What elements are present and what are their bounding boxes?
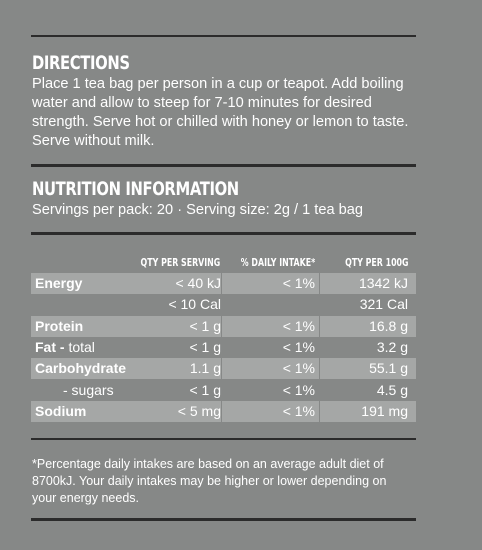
table-cell-bg bbox=[31, 316, 221, 337]
nutrient-name: Fat - bbox=[35, 339, 65, 355]
daily-intake-value: < 1% bbox=[282, 403, 315, 419]
nutrition-heading: NUTRITION INFORMATION bbox=[32, 178, 239, 200]
table-cell-bg bbox=[222, 401, 319, 422]
qty-per-serving-value: < 1 g bbox=[189, 339, 221, 355]
directions-heading: DIRECTIONS bbox=[32, 52, 130, 74]
table-cell-bg bbox=[222, 316, 319, 337]
table-row: Energy < 40 kJ < 1% 1342 kJ bbox=[31, 273, 416, 294]
directions-divider bbox=[31, 164, 416, 167]
table-row: Protein < 1 g < 1% 16.8 g bbox=[31, 316, 416, 337]
table-row: < 10 Cal 321 Cal bbox=[31, 294, 416, 315]
table-cell-bg bbox=[222, 294, 319, 315]
column-header-qty-per-100g: QTY PER 100g bbox=[344, 257, 408, 269]
serving-info: Servings per pack: 20 · Serving size: 2g… bbox=[32, 202, 363, 218]
nutrient-name: Sodium bbox=[35, 403, 87, 419]
nutrient-name: Protein bbox=[35, 318, 84, 334]
table-cell-bg bbox=[320, 273, 416, 294]
bottom-rule bbox=[31, 518, 416, 521]
top-rule bbox=[31, 35, 416, 37]
table-cell-bg bbox=[31, 273, 221, 294]
table-cell-bg bbox=[320, 401, 416, 422]
table-cell-bg bbox=[320, 316, 416, 337]
nutrient-name: - sugars bbox=[63, 382, 114, 398]
table-cell-bg bbox=[222, 358, 319, 379]
table-row: - sugars < 1 g < 1% 4.5 g bbox=[31, 380, 416, 401]
table-cell-bg bbox=[320, 358, 416, 379]
daily-intake-value: < 1% bbox=[282, 318, 315, 334]
column-header-daily-intake: % DAILY INTAKE* bbox=[240, 257, 315, 269]
qty-per-serving-value: < 10 Cal bbox=[168, 296, 221, 312]
daily-intake-value: < 1% bbox=[282, 360, 315, 376]
qty-per-serving-value: < 5 mg bbox=[177, 403, 221, 419]
qty-per-serving-value: < 1 g bbox=[189, 382, 221, 398]
qty-per-serving-value: < 1 g bbox=[189, 318, 221, 334]
table-cell-bg bbox=[31, 401, 221, 422]
nutrient-label: Energy bbox=[35, 273, 82, 294]
qty-per-100g-value: 1342 kJ bbox=[358, 275, 408, 291]
nutrient-label: Sodium bbox=[35, 401, 86, 422]
nutrient-label: Fat - total bbox=[35, 337, 95, 358]
table-row: Fat - total < 1 g < 1% 3.2 g bbox=[31, 337, 416, 358]
qty-per-100g-value: 321 Cal bbox=[359, 296, 408, 312]
column-header-qty-per-serving: QTY PER SERVING bbox=[140, 257, 220, 269]
table-bottom-rule bbox=[31, 438, 416, 440]
nutrient-name: Carbohydrate bbox=[35, 360, 127, 376]
table-row: Sodium < 5 mg < 1% 191 mg bbox=[31, 401, 416, 422]
table-row: Carbohydrate 1.1 g < 1% 55.1 g bbox=[31, 358, 416, 379]
qty-per-100g-value: 55.1 g bbox=[369, 360, 408, 376]
directions-text: Place 1 tea bag per person in a cup or t… bbox=[32, 76, 409, 149]
table-cell-bg bbox=[31, 358, 221, 379]
qty-per-100g-value: 16.8 g bbox=[369, 318, 408, 334]
qty-per-100g-value: 191 mg bbox=[361, 403, 408, 419]
daily-intake-value: < 1% bbox=[282, 382, 315, 398]
qty-per-serving-value: 1.1 g bbox=[189, 360, 221, 376]
nutrient-label: Protein bbox=[35, 316, 83, 337]
qty-per-serving-value: < 40 kJ bbox=[175, 275, 221, 291]
daily-intake-value: < 1% bbox=[282, 339, 315, 355]
qty-per-100g-value: 3.2 g bbox=[376, 339, 408, 355]
qty-per-100g-value: 4.5 g bbox=[376, 382, 408, 398]
nutrient-label: - sugars bbox=[63, 380, 114, 401]
daily-intake-value: < 1% bbox=[282, 275, 315, 291]
table-cell-bg bbox=[222, 273, 319, 294]
nutrition-divider bbox=[31, 232, 416, 235]
nutrient-label: Carbohydrate bbox=[35, 358, 126, 379]
nutrient-name: Energy bbox=[35, 275, 83, 291]
footnote: *Percentage daily intakes are based on a… bbox=[32, 457, 387, 505]
nutrient-qualifier: total bbox=[64, 339, 95, 355]
